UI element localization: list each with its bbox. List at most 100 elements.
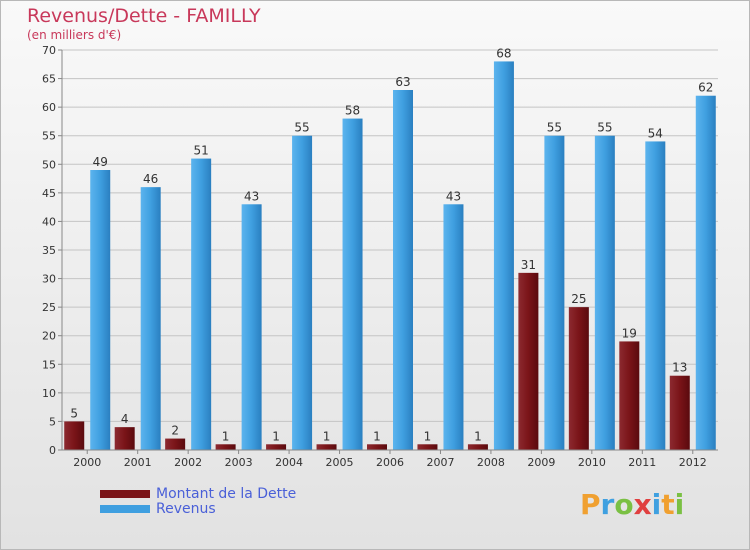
bar-dette <box>64 421 85 450</box>
chart-title: Revenus/Dette - FAMILLY <box>27 5 261 27</box>
y-tick-label: 70 <box>42 44 56 57</box>
bar-revenus <box>191 158 212 451</box>
bar-dette <box>518 272 539 450</box>
data-label: 13 <box>672 361 687 375</box>
x-tick-label: 2004 <box>275 456 303 469</box>
data-label: 62 <box>698 81 713 95</box>
bar-revenus <box>292 135 313 450</box>
bar-layer <box>64 61 716 451</box>
bar-dette <box>266 444 287 450</box>
proxiti-logo: Proxiti <box>580 488 684 521</box>
bar-dette <box>215 444 236 450</box>
chart-subtitle: (en milliers d'€) <box>27 28 122 42</box>
data-label: 68 <box>496 46 511 60</box>
data-label: 31 <box>521 258 536 272</box>
legend-swatch-dette <box>100 489 150 498</box>
bar-revenus <box>594 135 615 450</box>
data-label: 63 <box>395 75 410 89</box>
bar-revenus <box>695 95 716 450</box>
logo-letter: i <box>674 488 685 521</box>
legend-swatch-revenus <box>100 504 150 513</box>
bar-dette <box>114 427 135 450</box>
data-label: 46 <box>143 172 158 186</box>
y-tick-label: 50 <box>42 158 56 171</box>
data-label: 43 <box>446 189 461 203</box>
x-tick-label: 2010 <box>578 456 606 469</box>
x-tick-label: 2007 <box>426 456 454 469</box>
logo-letter: o <box>614 488 634 521</box>
data-label: 25 <box>571 292 586 306</box>
y-tick-label: 5 <box>49 415 56 428</box>
bar-dette <box>619 341 640 450</box>
bar-revenus <box>140 187 161 450</box>
bar-dette <box>165 438 186 450</box>
data-label: 49 <box>93 155 108 169</box>
y-tick-label: 20 <box>42 330 56 343</box>
data-label: 1 <box>373 429 381 443</box>
bar-revenus <box>443 204 464 450</box>
legend-label-dette: Montant de la Dette <box>156 485 297 502</box>
y-tick-label: 25 <box>42 301 56 314</box>
bar-revenus <box>645 141 666 450</box>
bar-revenus <box>393 90 413 450</box>
bar-dette <box>367 444 387 450</box>
logo-letter: i <box>651 488 662 521</box>
data-label: 1 <box>222 429 230 443</box>
logo-letter: x <box>633 488 652 521</box>
y-tick-label: 0 <box>49 444 56 457</box>
legend-item-dette: Montant de la Dette <box>100 485 297 502</box>
y-tick-label: 15 <box>42 358 56 371</box>
bar-dette <box>417 444 438 450</box>
data-label: 58 <box>345 104 360 118</box>
logo-letter: t <box>661 488 675 521</box>
data-label: 2 <box>171 424 179 438</box>
x-tick-label: 2008 <box>477 456 505 469</box>
y-tick-label: 60 <box>42 101 56 114</box>
data-label: 1 <box>424 429 432 443</box>
bar-dette <box>669 375 690 450</box>
x-tick-label: 2002 <box>174 456 202 469</box>
bar-revenus <box>342 118 363 451</box>
data-label: 55 <box>597 121 612 135</box>
y-tick-label: 45 <box>42 187 56 200</box>
legend-label-revenus: Revenus <box>156 500 216 517</box>
x-tick-label: 2005 <box>326 456 354 469</box>
x-tick-label: 2012 <box>679 456 707 469</box>
y-tick-label: 30 <box>42 273 56 286</box>
x-tick-label: 2001 <box>124 456 152 469</box>
data-label: 55 <box>547 121 562 135</box>
label-layer: 5 49 4 46 2 51 1 43 1 55 1 58 1 63 1 43 1 68 31 55 25 55 19 54 1… <box>70 46 713 443</box>
y-tick-label: 55 <box>42 130 56 143</box>
data-label: 54 <box>648 126 663 140</box>
data-label: 1 <box>474 429 482 443</box>
bar-revenus <box>241 204 262 450</box>
bar-revenus <box>544 135 565 450</box>
x-tick-label: 2006 <box>376 456 404 469</box>
bar-dette <box>568 307 589 450</box>
x-tick-label: 2003 <box>225 456 253 469</box>
y-tick-label: 65 <box>42 73 56 86</box>
bar-dette <box>467 444 488 450</box>
y-tick-label: 35 <box>42 244 56 257</box>
legend-item-revenus: Revenus <box>100 500 296 517</box>
x-tick-label: 2009 <box>527 456 555 469</box>
logo-letter: r <box>600 488 615 521</box>
x-tick-label: 2011 <box>628 456 656 469</box>
data-label: 55 <box>294 121 309 135</box>
bar-dette <box>316 444 337 450</box>
y-tick-label: 40 <box>42 215 56 228</box>
legend: Montant de la Dette Revenus <box>100 485 297 517</box>
y-tick-label: 10 <box>42 387 56 400</box>
data-label: 43 <box>244 189 259 203</box>
data-label: 1 <box>272 429 280 443</box>
data-label: 1 <box>323 429 331 443</box>
bar-revenus <box>493 61 514 451</box>
data-label: 5 <box>70 406 78 420</box>
logo-letter: P <box>580 488 601 521</box>
data-label: 51 <box>194 144 209 158</box>
data-label: 19 <box>622 326 637 340</box>
data-label: 4 <box>121 412 129 426</box>
